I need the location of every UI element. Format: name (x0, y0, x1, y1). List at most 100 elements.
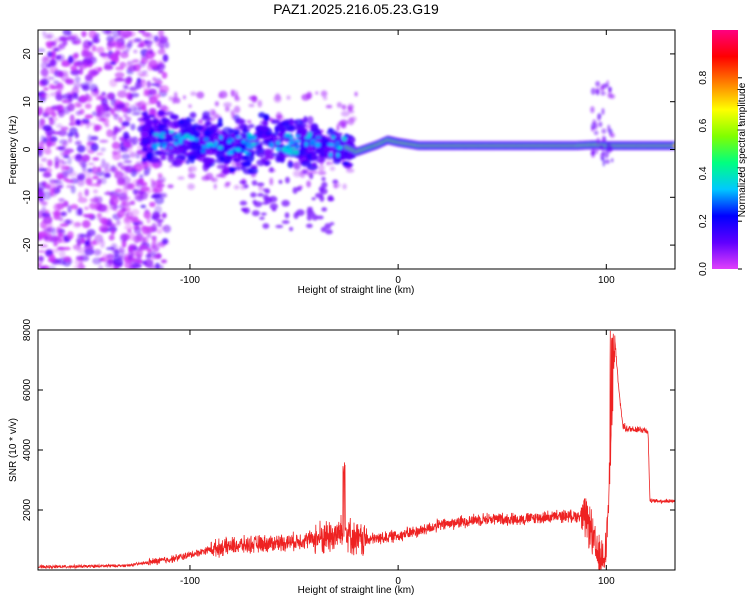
heatmap-cell (77, 61, 85, 65)
heatmap-cell (169, 130, 175, 134)
heatmap-cell (201, 116, 212, 121)
heatmap-cell (80, 237, 86, 245)
heatmap-cell (74, 101, 81, 108)
heatmap-cell (96, 178, 102, 185)
heatmap-cell (41, 202, 48, 207)
heatmap-cell (122, 30, 133, 38)
heatmap-cell (590, 87, 596, 95)
heatmap-cell (269, 166, 274, 173)
heatmap-cell (203, 137, 210, 142)
heatmap-cell (46, 141, 53, 148)
heatmap-cell (251, 210, 260, 217)
heatmap-cell (327, 127, 334, 133)
heatmap-cell (169, 114, 179, 120)
heatmap-cell (77, 174, 82, 181)
heatmap-cell (122, 50, 130, 54)
heatmap-cell (159, 124, 169, 129)
heatmap-cell (103, 167, 111, 175)
heatmap-cell (104, 111, 111, 118)
heatmap-cell (113, 265, 119, 269)
heatmap-cell (72, 221, 82, 229)
heatmap-cell (72, 40, 77, 45)
heatmap-cell (63, 154, 70, 159)
heatmap-cell (321, 176, 326, 181)
heatmap-cell (221, 145, 231, 151)
heatmap-cell (107, 257, 114, 267)
heatmap-cell (260, 212, 267, 216)
heatmap-cell (93, 248, 102, 256)
snr-series-line (38, 330, 675, 570)
heatmap-cell (40, 265, 46, 269)
heatmap-cell (49, 58, 58, 68)
heatmap-cell (147, 114, 155, 118)
heatmap-cell (88, 30, 97, 39)
heatmap-cell (81, 154, 91, 162)
heatmap-cell (63, 165, 70, 171)
heatmap-cell (60, 126, 69, 131)
heatmap-cell (119, 61, 127, 68)
heatmap-cell (294, 139, 301, 143)
heatmap-cell (143, 210, 151, 219)
heatmap-cell (101, 158, 106, 164)
heatmap-cell (133, 226, 142, 235)
colorbar-label: Normalized spectral amplitude (737, 82, 748, 217)
heatmap-cell (146, 80, 151, 88)
heatmap-cell (223, 157, 230, 165)
heatmap-cell (38, 191, 45, 198)
heatmap-cell (269, 177, 274, 186)
spectrogram-xtick-label: 0 (395, 275, 401, 286)
heatmap-cell (342, 154, 353, 160)
heatmap-cell (40, 68, 49, 77)
heatmap-cell (133, 235, 140, 244)
heatmap-cell (318, 140, 330, 148)
heatmap-cell (246, 135, 254, 141)
heatmap-cell (194, 137, 199, 142)
heatmap-cell (258, 112, 266, 118)
heatmap-cell (89, 202, 96, 210)
heatmap-cell (188, 136, 195, 141)
heatmap-cell (155, 252, 162, 260)
heatmap-cell (321, 207, 328, 212)
heatmap-cell (239, 200, 248, 206)
heatmap-cell (311, 197, 316, 201)
heatmap-cell (124, 215, 131, 223)
heatmap-cell (604, 159, 610, 164)
heatmap-cell (609, 132, 615, 138)
heatmap-cell (122, 82, 129, 92)
heatmap-cell (77, 247, 86, 254)
heatmap-cell (84, 244, 94, 250)
heatmap-cell (124, 206, 132, 212)
heatmap-cell (193, 128, 201, 138)
heatmap-cell (310, 123, 319, 132)
heatmap-cell (103, 64, 114, 71)
heatmap-cell (59, 35, 67, 42)
heatmap-cell (113, 258, 124, 267)
heatmap-cell (243, 150, 248, 154)
heatmap-cell (154, 218, 165, 223)
heatmap-cell (289, 147, 296, 150)
heatmap-cell (56, 174, 65, 180)
heatmap-cell (145, 40, 152, 49)
heatmap-cell (275, 224, 284, 229)
heatmap-cell (311, 151, 317, 161)
heatmap-cell (97, 264, 104, 269)
heatmap-cell (233, 184, 240, 190)
heatmap-cell (593, 130, 599, 136)
heatmap-cell (306, 214, 312, 221)
heatmap-cell (40, 94, 46, 98)
heatmap-cell (160, 135, 166, 139)
heatmap-cell (177, 119, 185, 125)
heatmap-cell (337, 146, 342, 150)
heatmap-cell (84, 248, 95, 256)
heatmap-cell (102, 117, 110, 126)
heatmap-cell (92, 157, 100, 161)
heatmap-cell (38, 106, 44, 116)
heatmap-cell (96, 212, 103, 219)
heatmap-cell (123, 164, 133, 174)
heatmap-cell (261, 139, 272, 146)
heatmap-cell (80, 254, 89, 262)
heatmap-cell (109, 196, 119, 206)
colorbar-tick-label: 0.0 (698, 262, 709, 276)
heatmap-cell (112, 30, 122, 38)
